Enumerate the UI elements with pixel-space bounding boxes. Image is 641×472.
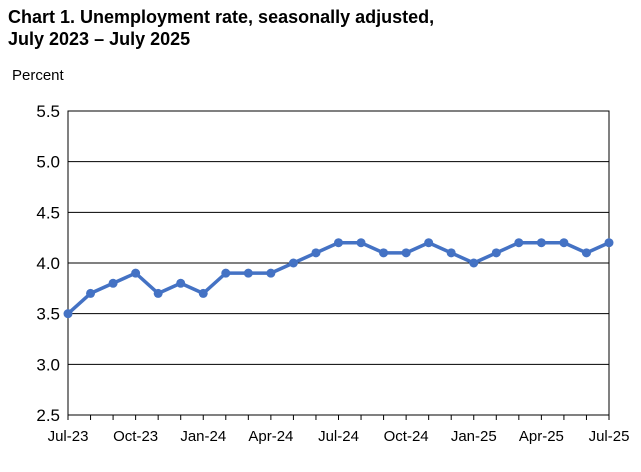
data-point (108, 278, 118, 288)
x-axis-ticks: Jul-23 Oct-23 Jan-24 Apr-24 Jul-24 Oct-24 Jan-… (48, 415, 630, 445)
data-point (198, 288, 208, 298)
chart-title: Chart 1. Unemployment rate, seasonally a… (8, 6, 434, 50)
data-point (176, 278, 186, 288)
y-tick-label: 3.5 (36, 305, 60, 324)
data-point (469, 258, 479, 268)
x-tick-label: Oct-24 (384, 428, 429, 445)
data-point (288, 258, 298, 268)
data-point (63, 309, 73, 319)
x-tick-label: Jan-24 (180, 428, 226, 445)
x-tick-label: Jan-25 (451, 428, 497, 445)
y-tick-label: 4.0 (36, 254, 60, 273)
x-tick-label: Jul-23 (48, 428, 89, 445)
series-line (66, 240, 610, 315)
data-point (153, 288, 163, 298)
chart-title-line-2: July 2023 – July 2025 (8, 29, 191, 49)
data-point (356, 238, 366, 248)
y-axis-ticks: 2.5 3.0 3.5 4.0 4.5 5.0 5.5 (36, 102, 60, 425)
x-tick-label: Jul-25 (589, 428, 630, 445)
data-point (581, 248, 591, 258)
data-point (379, 248, 389, 258)
x-tick-label: Apr-25 (519, 428, 564, 445)
y-axis-label: Percent (12, 67, 65, 84)
data-point (604, 238, 614, 248)
y-tick-label: 5.5 (36, 102, 60, 121)
y-tick-label: 2.5 (36, 406, 60, 425)
data-point (424, 238, 434, 248)
data-point (221, 268, 231, 278)
y-tick-label: 4.5 (36, 203, 60, 222)
data-point (131, 268, 141, 278)
x-tick-label: Jul-24 (318, 428, 359, 445)
data-point (536, 238, 546, 248)
y-tick-label: 3.0 (36, 355, 60, 374)
y-tick-label: 5.0 (36, 153, 60, 172)
x-tick-label: Oct-23 (113, 428, 158, 445)
data-point (334, 238, 343, 248)
x-tick-label: Apr-24 (248, 428, 293, 445)
data-point (514, 238, 524, 248)
data-point (491, 248, 501, 258)
series-unemployment-rate (63, 238, 614, 319)
grid-lines (68, 161, 609, 365)
data-point (446, 248, 456, 258)
data-point (559, 238, 569, 248)
data-point (243, 268, 253, 278)
data-point (266, 268, 276, 278)
data-point (311, 248, 321, 258)
data-point (401, 248, 411, 258)
chart-title-line-1: Chart 1. Unemployment rate, seasonally a… (8, 7, 435, 27)
data-point (86, 288, 96, 298)
